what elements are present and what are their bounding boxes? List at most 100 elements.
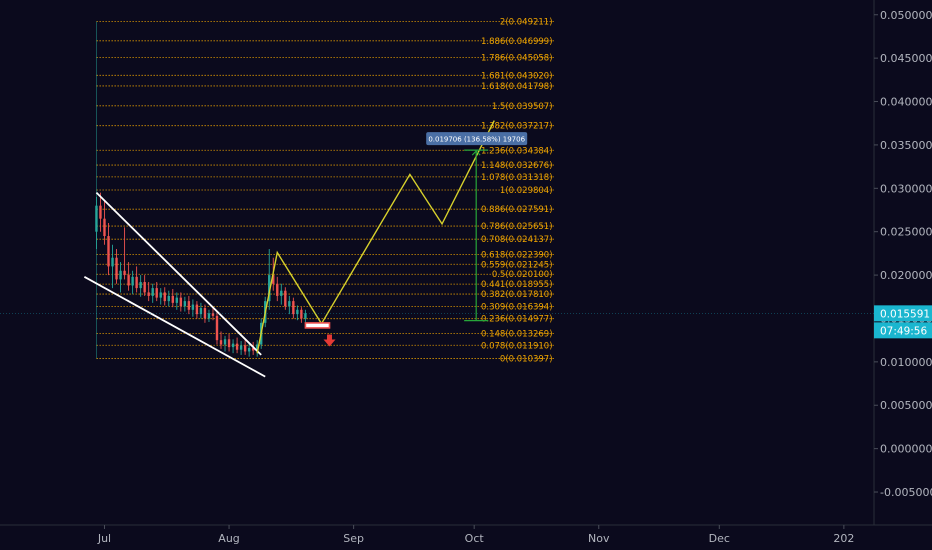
price-tick-label: 0.020000: [880, 269, 932, 282]
fib-level-label: 1.886(0.046999): [481, 37, 553, 47]
price-tick-label: 0.035000: [880, 139, 932, 152]
candle-body: [107, 236, 110, 267]
fib-retracement[interactable]: 0(0.010397) 0.078(0.011910) 0.148(0.013269…: [96, 18, 555, 365]
candle-body: [103, 218, 106, 237]
candle-body: [143, 282, 146, 293]
candle-body: [95, 205, 98, 232]
candle-body: [127, 275, 130, 286]
drawings[interactable]: 0.019706 (136.58%) 19706: [83, 120, 528, 378]
fib-level-label: 0.441(0.018955): [481, 280, 553, 290]
fib-level-label: 2(0.049211): [500, 18, 553, 28]
time-tick-label: Nov: [588, 532, 610, 545]
candle-body: [288, 301, 291, 307]
price-tick-label: 0.010000: [880, 356, 932, 369]
projection-path[interactable]: [256, 120, 495, 354]
current-price-value: 0.015591: [880, 308, 930, 320]
candle-body: [276, 283, 279, 296]
time-tick-label: Sep: [343, 532, 364, 545]
fib-level-label: 0.382(0.017810): [481, 290, 553, 300]
fib-level-label: 0.708(0.024137): [481, 235, 553, 245]
wedge-lower-line[interactable]: [83, 276, 266, 378]
candle-body: [155, 288, 158, 298]
candle-body: [151, 288, 154, 296]
candle-body: [227, 339, 231, 348]
fib-level-label: 0.559(0.021245): [481, 260, 553, 270]
candle-body: [135, 276, 138, 289]
fib-level-label: 0.148(0.013269): [481, 329, 553, 339]
candle-body: [195, 304, 199, 315]
fib-level-label: 0.236(0.014977): [481, 315, 553, 325]
price-tick-label: 0.045000: [880, 52, 932, 65]
price-tick-label: 0.005000: [880, 399, 932, 412]
candle-body: [115, 257, 118, 280]
measure-label: 0.019706 (136.58%) 19706: [428, 136, 525, 144]
candle-body: [99, 205, 102, 219]
candle-body: [179, 297, 183, 307]
fib-level-label: 1.078(0.031318): [481, 173, 553, 183]
fib-level-label: 0(0.010397): [500, 354, 553, 364]
candle-body: [300, 309, 303, 319]
candle-body: [207, 313, 211, 319]
fib-level-label: 0.618(0.022390): [481, 250, 553, 260]
candle-body: [147, 292, 150, 296]
price-tick-label: 0.025000: [880, 226, 932, 239]
fib-level-label: 0.078(0.011910): [481, 341, 553, 351]
candle-body: [219, 340, 223, 345]
candle-body: [215, 315, 219, 341]
time-tick-label: Dec: [709, 532, 730, 545]
fib-level-label: 0.309(0.016394): [481, 302, 553, 312]
price-tick-label: 0.030000: [880, 182, 932, 195]
current-price-badge[interactable]: [874, 305, 932, 322]
fib-level-label: 1.5(0.039507): [492, 102, 553, 112]
fib-level-label: 1.786(0.045058): [481, 54, 553, 64]
price-tick-label: -0.005000: [880, 486, 932, 499]
fib-level-label: 0.786(0.025651): [481, 222, 553, 232]
candle-body: [284, 290, 287, 307]
candle-body: [183, 301, 187, 307]
candle-body: [235, 343, 239, 350]
wedge-upper-line[interactable]: [95, 192, 262, 356]
candle-body: [163, 292, 166, 302]
candlestick-series: [95, 192, 307, 357]
candle-body: [243, 345, 247, 352]
fib-level-label: 1.382(0.037217): [481, 122, 553, 132]
measure-label-box: [426, 132, 528, 146]
candle-body: [223, 339, 227, 345]
candle-body: [239, 345, 243, 350]
candle-body: [187, 301, 191, 310]
candle-body: [191, 304, 195, 310]
candle-body: [304, 313, 307, 319]
marker-box[interactable]: [304, 322, 331, 329]
price-axis-background: [874, 0, 932, 550]
measure-arrow-icon: [471, 150, 481, 156]
candle-body: [251, 347, 255, 351]
countdown-value: 07:49:56: [880, 325, 927, 337]
candle-body: [123, 270, 126, 276]
fib-level-label: 1.236(0.034384): [481, 146, 553, 156]
fib-level-label: 0.886(0.027591): [481, 205, 553, 215]
candle-body: [119, 270, 122, 280]
candle-body: [167, 295, 170, 302]
price-tick-label: 0.000000: [880, 443, 932, 456]
candle-body: [171, 295, 174, 303]
candle-body: [175, 297, 179, 303]
candle-body: [255, 344, 259, 351]
candle-body: [199, 308, 203, 315]
candle-body: [139, 282, 142, 289]
fib-level-label: 1.148(0.032676): [481, 161, 553, 171]
candle-body: [159, 292, 162, 298]
candle-body: [292, 301, 295, 315]
down-arrow-icon[interactable]: [323, 334, 336, 347]
time-tick-label: Oct: [465, 532, 485, 545]
candle-body: [211, 313, 215, 316]
countdown-badge: [874, 322, 932, 339]
fib-level-label: 0.5(0.020100): [492, 270, 553, 280]
candle-body: [231, 343, 235, 348]
time-tick-label: Jul: [97, 532, 111, 545]
candle-body: [247, 347, 251, 352]
price-tick-label: 0.040000: [880, 96, 932, 109]
candle-body: [111, 257, 114, 267]
candle-body: [280, 290, 283, 296]
